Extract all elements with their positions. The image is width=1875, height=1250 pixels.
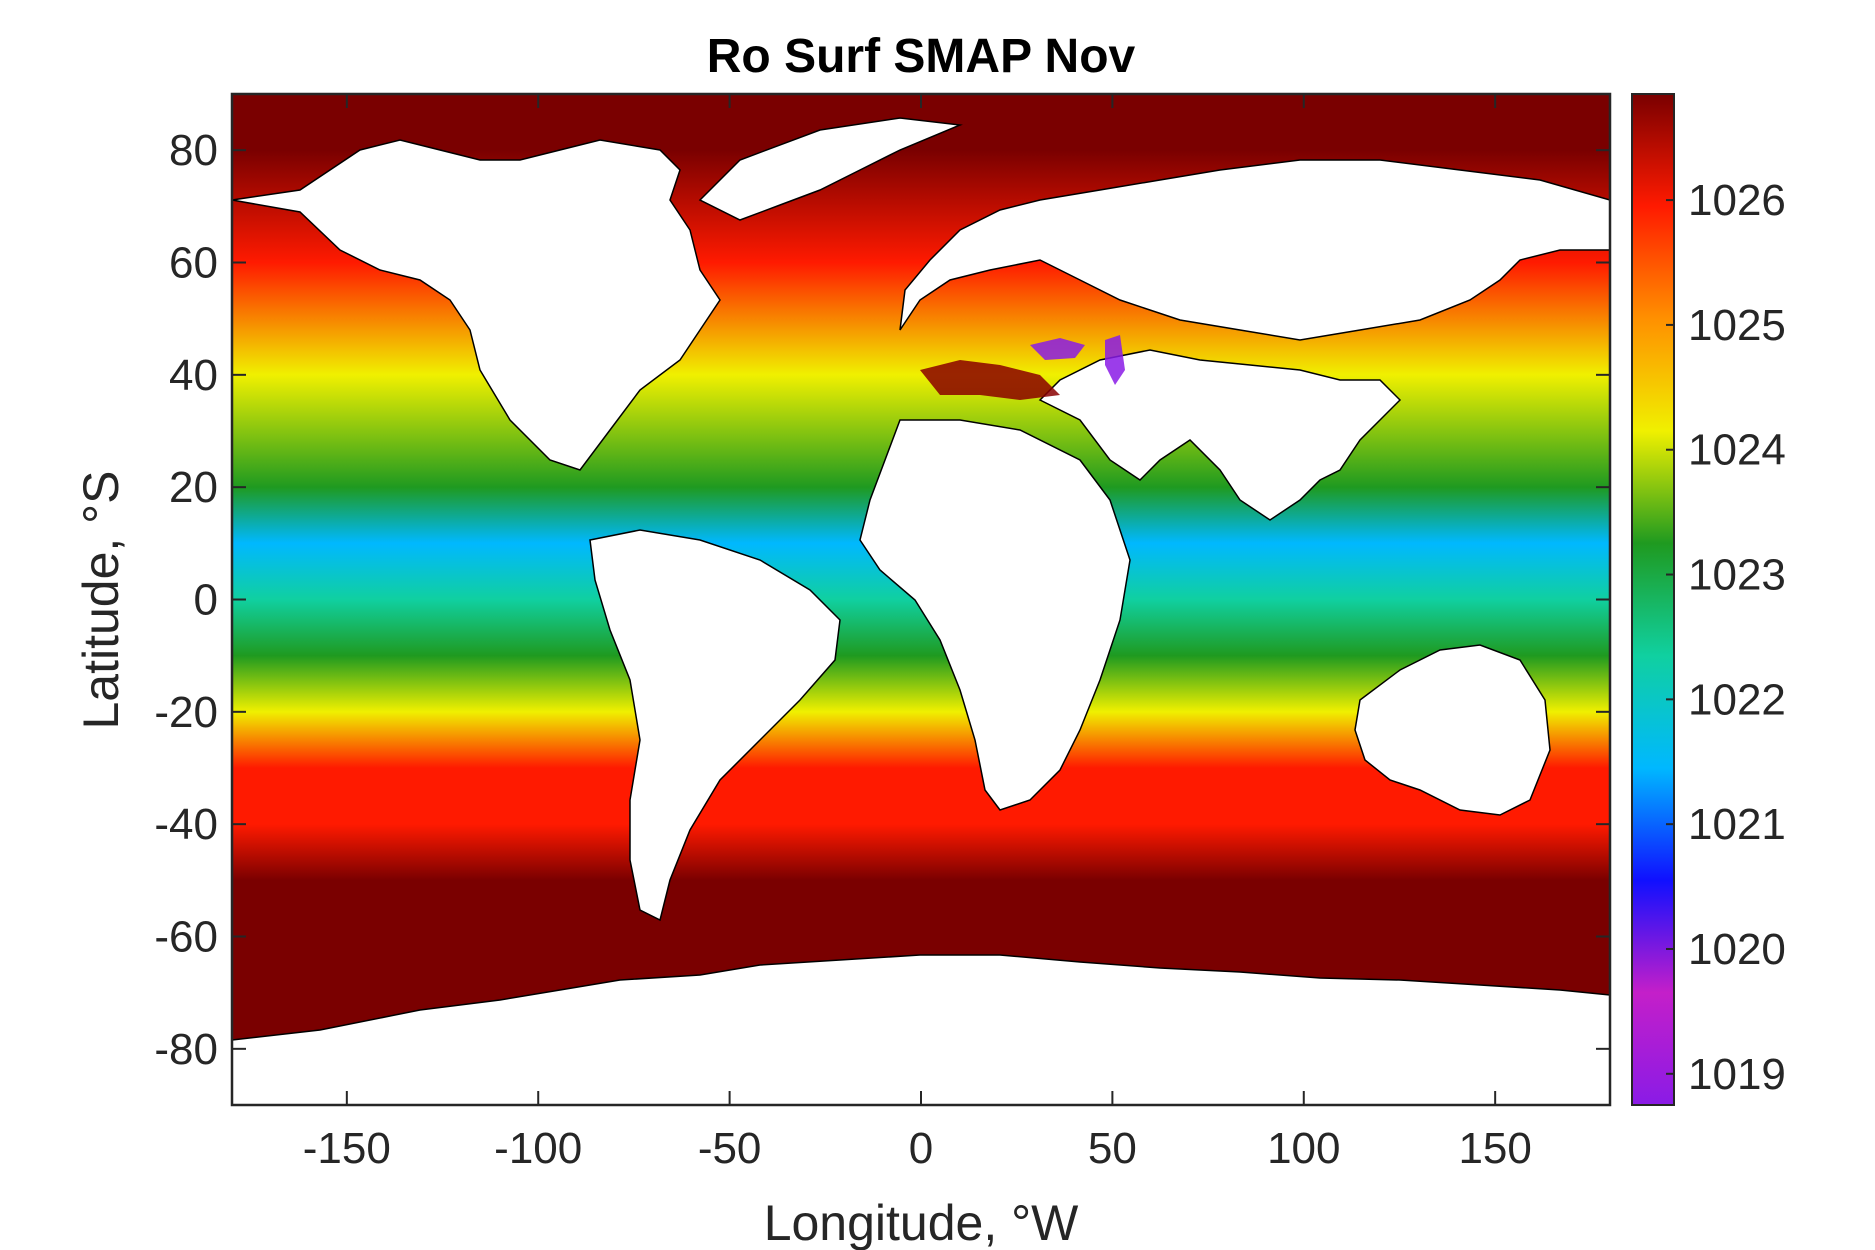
x-tick-label: 150 xyxy=(1458,1124,1531,1173)
landmass-antarctica xyxy=(232,954,1610,1105)
caspian-sea xyxy=(1105,335,1125,385)
x-axis: -150 -100 -50 0 50 100 150 xyxy=(303,94,1532,1173)
colorbar-tick-label: 1020 xyxy=(1688,925,1786,974)
y-tick-label: -40 xyxy=(154,800,218,849)
colorbar-tick-label: 1026 xyxy=(1688,176,1786,225)
y-tick-label: -60 xyxy=(154,913,218,962)
landmass-africa xyxy=(859,419,1131,811)
y-tick-label: 80 xyxy=(169,126,218,175)
plot-area xyxy=(232,94,1610,1105)
x-tick-label: 50 xyxy=(1088,1124,1137,1173)
landmass-australia xyxy=(1354,644,1551,816)
y-axis: 80 60 40 20 0 -20 -40 -60 -80 xyxy=(154,126,1610,1074)
x-axis-label: Longitude, °W xyxy=(764,1195,1079,1250)
colorbar-tick-label: 1025 xyxy=(1688,301,1786,350)
land-masses xyxy=(232,117,1610,1105)
ocean-basins-highlight xyxy=(920,335,1125,400)
colorbar-tick-label: 1023 xyxy=(1688,551,1786,600)
x-tick-label: 100 xyxy=(1267,1124,1340,1173)
x-tick-label: 0 xyxy=(909,1124,933,1173)
y-tick-label: 20 xyxy=(169,463,218,512)
x-tick-label: -100 xyxy=(494,1124,582,1173)
landmass-eurasia xyxy=(899,159,1610,341)
y-tick-label: 60 xyxy=(169,239,218,288)
x-tick-label: -150 xyxy=(303,1124,391,1173)
colorbar-tick-label: 1022 xyxy=(1688,675,1786,724)
colorbar-gradient xyxy=(1631,93,1675,1106)
mediterranean xyxy=(920,360,1060,400)
colorbar-tick-label: 1021 xyxy=(1688,800,1786,849)
colorbar: 1019 1020 1021 1022 1023 1024 1025 1026 xyxy=(1631,93,1786,1106)
y-axis-label: Latitude, °S xyxy=(73,470,129,729)
landmass-south-america xyxy=(589,529,841,922)
y-tick-label: -80 xyxy=(154,1025,218,1074)
colorbar-tick-label: 1019 xyxy=(1688,1050,1786,1099)
landmass-greenland xyxy=(698,117,963,221)
landmass-north-america xyxy=(232,139,721,471)
black-sea xyxy=(1030,338,1085,360)
landmass-india-asia-south xyxy=(1038,349,1402,521)
y-tick-label: 40 xyxy=(169,351,218,400)
colorbar-ticks: 1019 1020 1021 1022 1023 1024 1025 1026 xyxy=(1666,176,1786,1099)
chart-title: Ro Surf SMAP Nov xyxy=(707,30,1136,83)
x-tick-label: -50 xyxy=(698,1124,762,1173)
y-tick-label: 0 xyxy=(194,576,218,625)
y-tick-label: -20 xyxy=(154,688,218,737)
colorbar-tick-label: 1024 xyxy=(1688,426,1786,475)
